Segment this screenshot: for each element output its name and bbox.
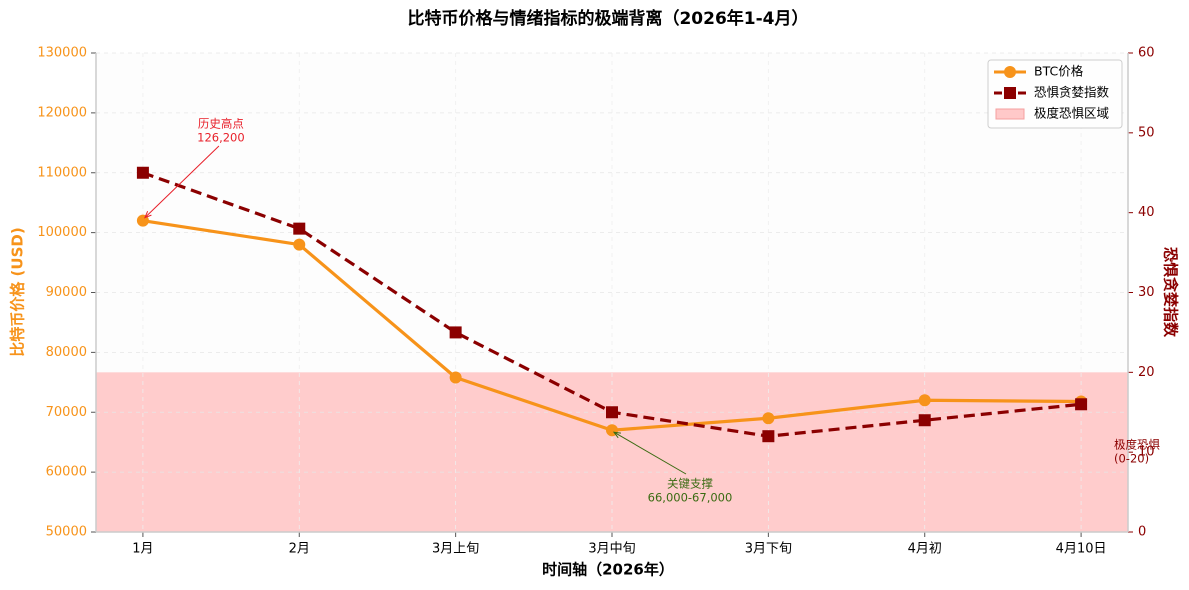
y2-tick-label: 60 [1138,46,1155,61]
x-tick-label: 4月10日 [1056,542,1107,557]
annotation-arrow [613,431,687,475]
annotation: 66,000-67,000 [648,491,733,505]
chart-title: 比特币价格与情绪指标的极端背离（2026年1-4月） [407,8,808,29]
y2-tick-label: 0 [1138,525,1146,540]
y-tick-label: 120000 [37,105,87,120]
y-axis-label: 比特币价格 (USD) [9,227,27,356]
extreme-fear-region [96,372,1128,532]
annotation: 极度恐惧 [1114,438,1160,452]
x-tick-label: 3月上旬 [432,542,479,557]
y2-tick-label: 20 [1138,365,1155,380]
legend-label: 恐惧贪婪指数 [1034,85,1110,100]
y-tick-label: 60000 [46,465,87,480]
y-tick-label: 100000 [37,225,87,240]
y-tick-label: 110000 [37,165,87,180]
y2-tick-label: 10 [1138,445,1155,460]
annotation-arrowhead [612,431,622,439]
y-tick-label: 130000 [37,46,87,61]
y2-tick-label: 50 [1138,125,1155,140]
annotation: (0-20) [1114,452,1149,466]
y-tick-label: 80000 [46,345,87,360]
marker [449,371,462,384]
x-tick-label: 4月初 [908,542,942,557]
y-tick-label: 90000 [46,285,87,300]
x-axis-label: 时间轴（2026年） [542,561,674,579]
x-tick-label: 1月 [132,542,153,557]
y-tick-label: 70000 [46,405,87,420]
y2-axis-label: 恐惧贪婪指数 [1162,247,1180,338]
x-tick-label: 3月中旬 [588,542,635,557]
marker [606,406,618,419]
x-tick-label: 3月下旬 [745,542,792,557]
y2-tick-label: 40 [1138,205,1155,220]
marker [1075,398,1088,411]
legend-label: BTC价格 [1034,64,1084,79]
x-tick-label: 2月 [289,542,310,557]
annotation: 历史高点 [198,117,244,131]
annotation-arrow [144,145,220,219]
legend-swatch [995,108,1025,120]
y2-tick-label: 30 [1138,285,1155,300]
marker [762,412,775,425]
annotation: 126,200 [197,131,245,145]
marker [293,238,306,251]
marker [918,394,931,407]
marker [293,222,306,235]
legend-marker [1004,66,1016,78]
marker [449,326,462,339]
y-tick-label: 50000 [46,525,87,540]
marker [762,430,775,443]
annotation-arrowhead [143,211,152,219]
legend-label: 极度恐惧区域 [1034,106,1109,121]
marker [918,414,931,427]
marker [136,166,149,179]
annotation: 关键支撑 [667,477,713,491]
legend-marker [1004,87,1016,99]
